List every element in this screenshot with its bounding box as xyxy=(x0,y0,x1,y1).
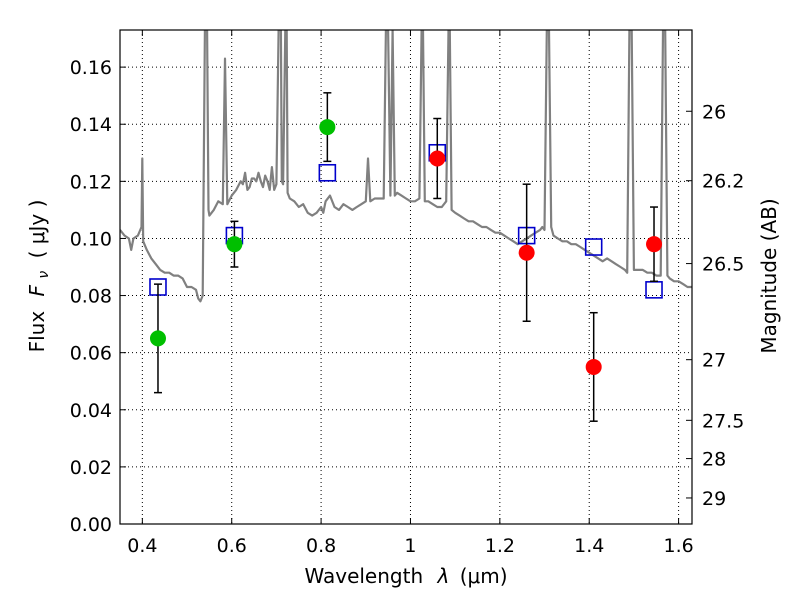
model-flux-square xyxy=(584,238,603,256)
y-tick-label: 0.10 xyxy=(70,228,112,250)
y-tick-label: 0.14 xyxy=(70,114,112,136)
x-tick-label: 1 xyxy=(404,535,416,557)
y-tick-label: 0.00 xyxy=(70,514,112,536)
x-tick-label: 0.6 xyxy=(217,535,247,557)
observed-flux-point xyxy=(585,358,602,375)
observed-flux-point xyxy=(429,150,446,167)
y-tick-label: 0.12 xyxy=(70,171,112,193)
x-tick-label: 0.8 xyxy=(306,535,336,557)
x-tick-label: 1.2 xyxy=(485,535,515,557)
y-tick-label: 0.08 xyxy=(70,286,112,308)
observed-flux-point xyxy=(226,236,243,253)
y-tick-label: 0.02 xyxy=(70,457,112,479)
observed-flux-point xyxy=(319,119,336,136)
observed-flux-point xyxy=(518,244,535,261)
series-layer xyxy=(120,30,692,422)
model-flux-square xyxy=(318,163,337,182)
mag-tick-label: 29 xyxy=(702,488,726,510)
x-axis-label: Wavelength λ (μm) xyxy=(304,564,507,588)
y-tick-label: 0.04 xyxy=(70,400,112,422)
mag-tick-label: 26.5 xyxy=(702,254,744,276)
template-spectrum-line xyxy=(120,30,692,303)
mag-tick-label: 26.2 xyxy=(702,171,744,193)
x-tick-label: 1.6 xyxy=(663,535,693,557)
observed-flux-point xyxy=(646,236,663,253)
clipped-series xyxy=(120,30,692,303)
mag-tick-label: 28 xyxy=(702,449,726,471)
y-axis-label: Flux F ν ( μJy ) xyxy=(25,200,53,353)
x-tick-label: 0.4 xyxy=(127,535,157,557)
observed-flux-point xyxy=(149,330,166,347)
grid-layer xyxy=(120,30,692,525)
x-tick-label: 1.4 xyxy=(574,535,604,557)
mag-tick-label: 26 xyxy=(702,101,726,123)
y-tick-label: 0.16 xyxy=(70,57,112,79)
mag-tick-label: 27.5 xyxy=(702,410,744,432)
y-tick-label: 0.06 xyxy=(70,343,112,365)
y2-axis-label: Magnitude (AB) xyxy=(757,198,781,353)
mag-tick-label: 27 xyxy=(702,350,726,372)
tick-layer: 0.4 0.6 0.8 1 1.2 1.4 1.6 0.00 0.02 0.04 0.06 0.08 0… xyxy=(70,30,744,557)
plot-frame xyxy=(119,29,693,525)
